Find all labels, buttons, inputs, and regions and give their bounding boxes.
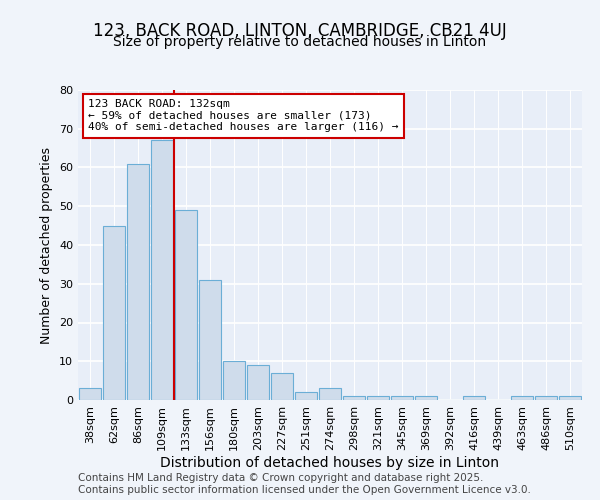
Text: 123, BACK ROAD, LINTON, CAMBRIDGE, CB21 4UJ: 123, BACK ROAD, LINTON, CAMBRIDGE, CB21 … [93,22,507,40]
Bar [343,396,365,400]
Bar [79,388,101,400]
Bar [271,373,293,400]
Bar [415,396,437,400]
Bar [319,388,341,400]
Bar [127,164,149,400]
Y-axis label: Number of detached properties: Number of detached properties [40,146,53,344]
Bar [295,392,317,400]
Bar [367,396,389,400]
X-axis label: Distribution of detached houses by size in Linton: Distribution of detached houses by size … [161,456,499,469]
Text: Contains HM Land Registry data © Crown copyright and database right 2025.
Contai: Contains HM Land Registry data © Crown c… [78,474,531,495]
Bar [151,140,173,400]
Text: 123 BACK ROAD: 132sqm
← 59% of detached houses are smaller (173)
40% of semi-det: 123 BACK ROAD: 132sqm ← 59% of detached … [88,100,398,132]
Bar [535,396,557,400]
Bar [199,280,221,400]
Bar [391,396,413,400]
Bar [103,226,125,400]
Bar [463,396,485,400]
Text: Size of property relative to detached houses in Linton: Size of property relative to detached ho… [113,35,487,49]
Bar [223,361,245,400]
Bar [175,210,197,400]
Bar [247,365,269,400]
Bar [559,396,581,400]
Bar [511,396,533,400]
